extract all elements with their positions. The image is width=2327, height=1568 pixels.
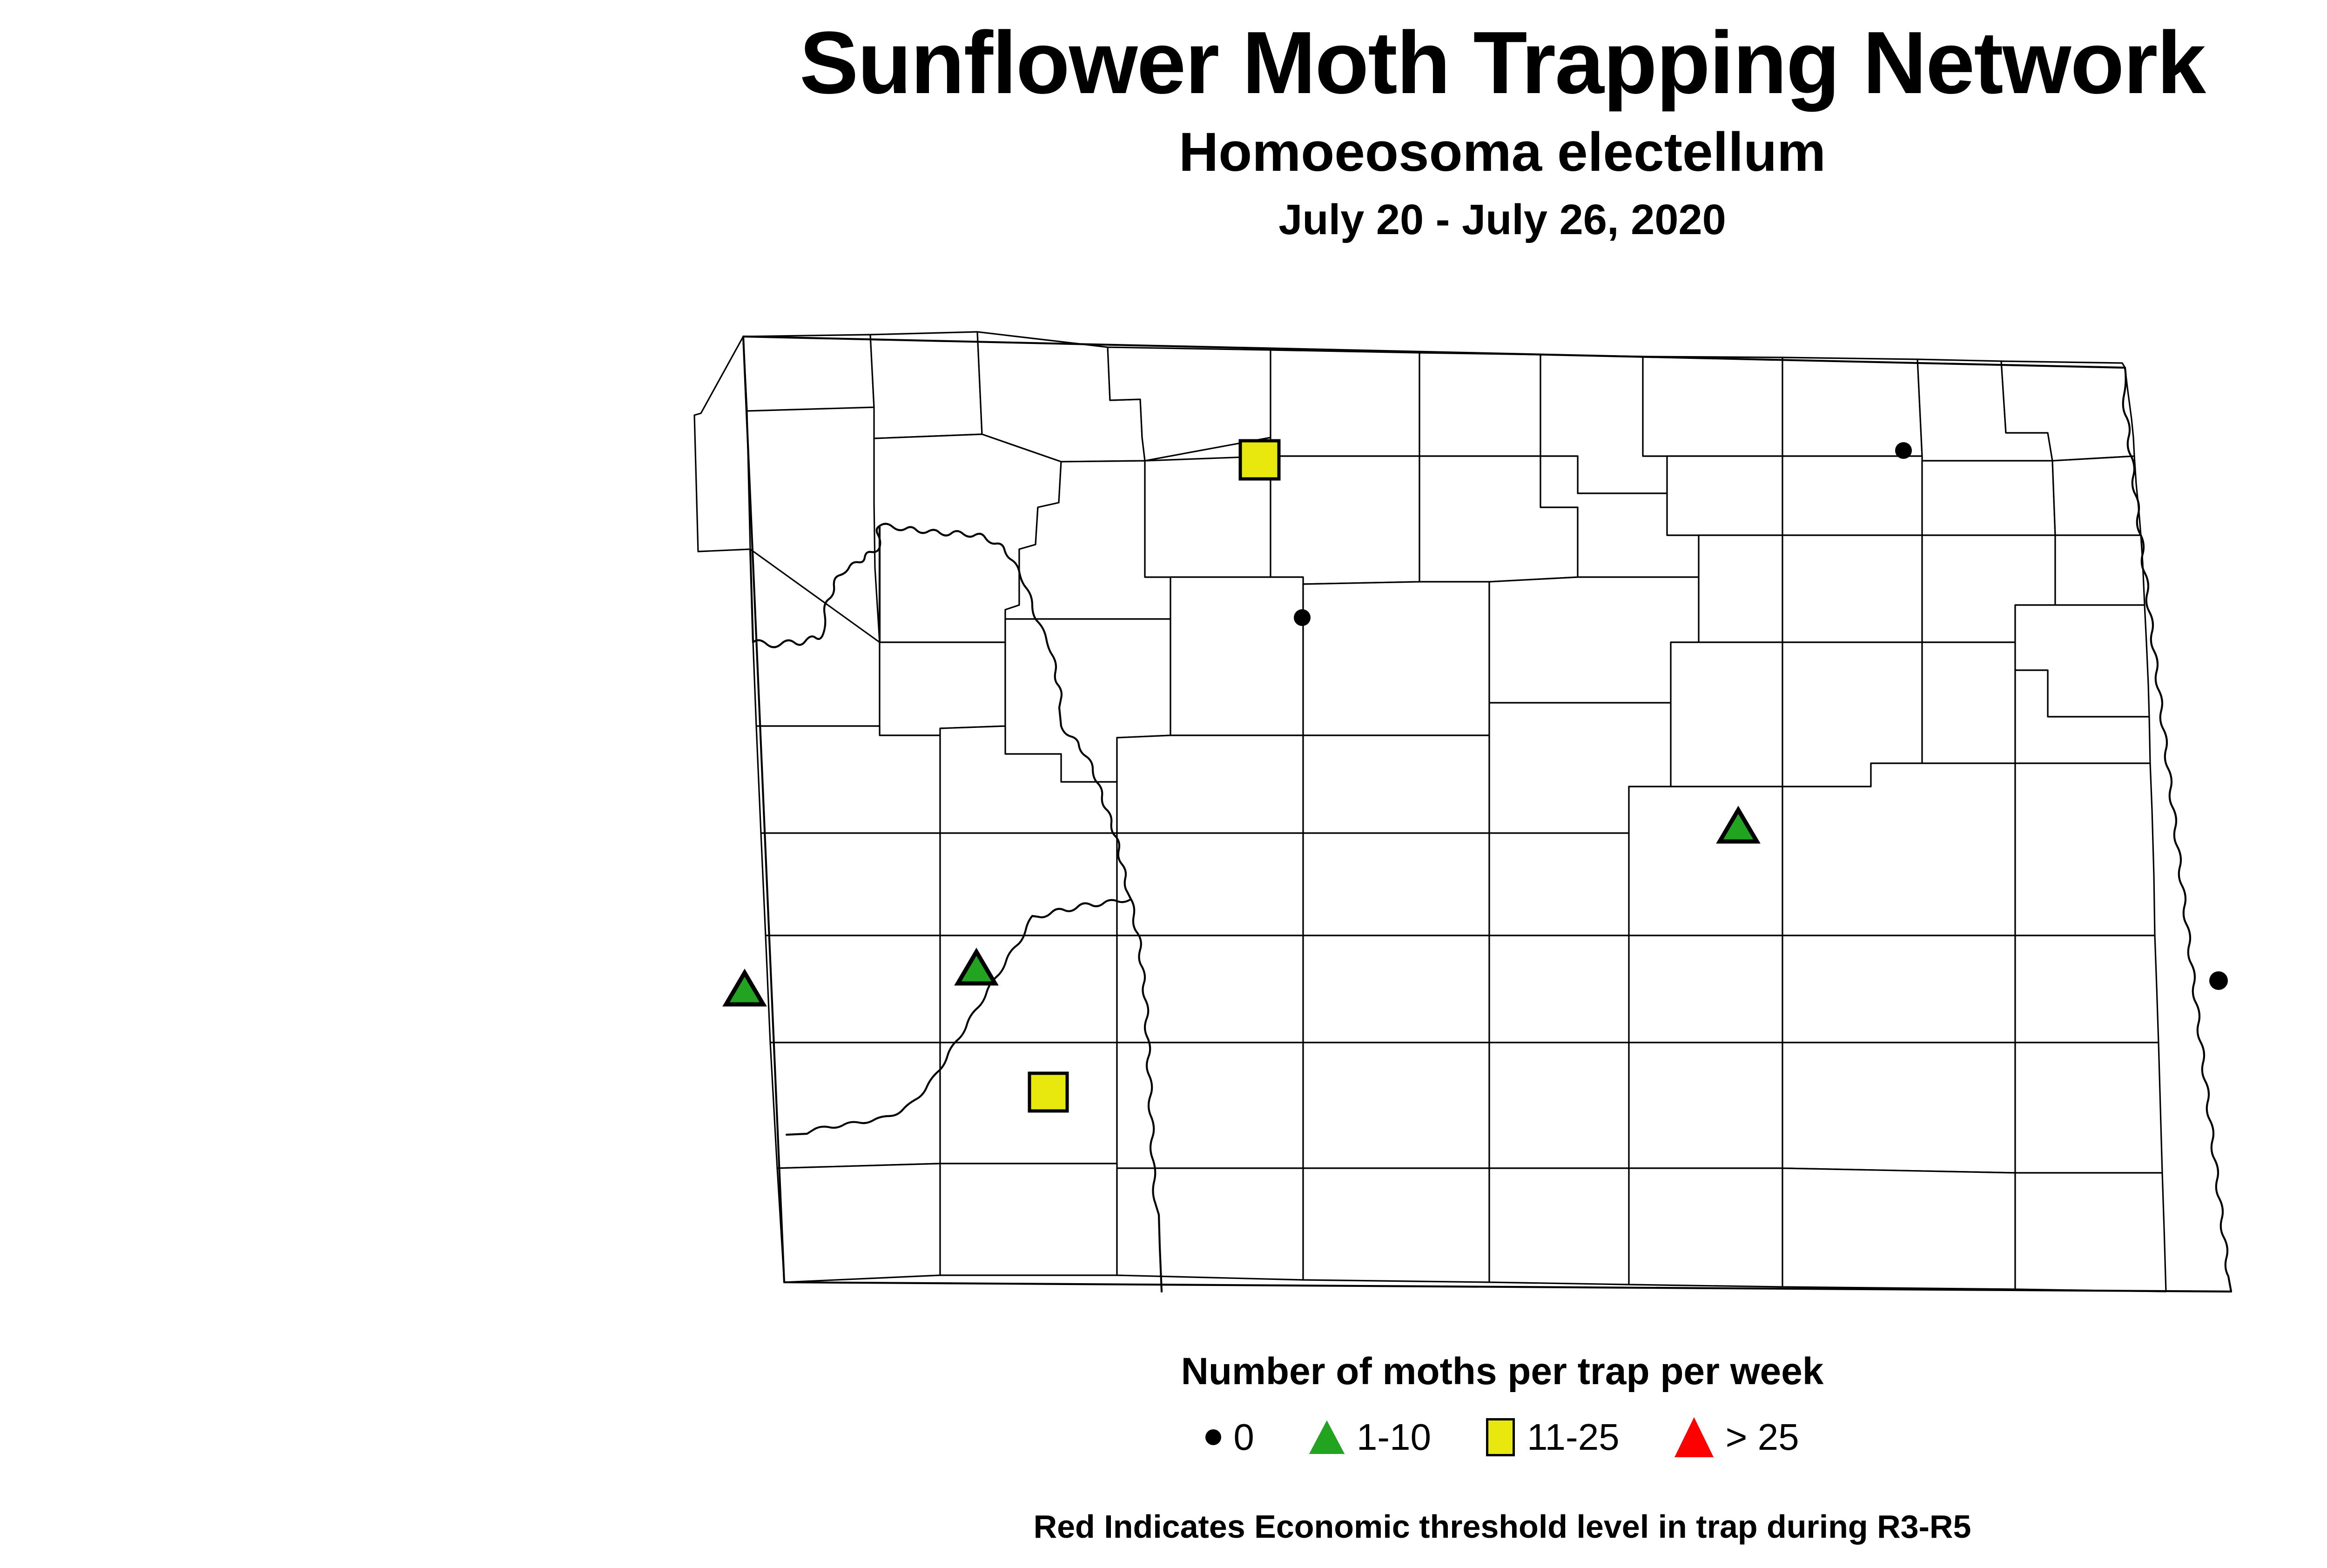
county [1303,735,1489,833]
county [1271,456,1419,584]
legend-label: > 25 [1725,1416,1799,1458]
county [870,332,982,438]
county [1922,642,2015,763]
county [1303,1043,1489,1168]
legend-item-zero: 0 [1205,1419,1254,1456]
county [1303,1168,1489,1282]
page-title: Sunflower Moth Trapping Network [799,13,2206,112]
county [1782,1168,2015,1289]
county [1117,1168,1303,1280]
county [1303,833,1489,935]
county [2052,456,2141,535]
county [880,642,1005,735]
county [2015,1043,2162,1173]
county [1782,535,1922,642]
county [777,1164,940,1282]
county [1922,461,2055,535]
map-svg [652,316,2233,1293]
state-outline-layer [742,335,2233,1293]
county [743,335,874,411]
nd-state-border [742,335,2233,1293]
trap-marker-triangle[interactable] [1716,806,1761,844]
county [1629,1043,1782,1168]
red-triangle-icon [1674,1417,1714,1457]
county [1671,642,1782,787]
title-block: Sunflower Moth Trapping Network Homoeoso… [0,19,2327,241]
county [1782,456,1922,535]
county [1629,787,1782,935]
county [1699,535,1782,642]
legend: 0 1-10 11-25 > 25 [0,1417,2327,1457]
dot-icon [1205,1429,1222,1445]
county [1782,1043,2015,1173]
date-range-label: July 20 - July 26, 2020 [1278,196,1726,243]
county [761,833,940,935]
county [1170,577,1303,735]
legend-item-low: 1-10 [1309,1419,1431,1456]
legend-item-high: > 25 [1674,1416,1799,1458]
county [1489,1043,1629,1168]
trap-marker-dot[interactable] [1895,442,1912,459]
county [1782,763,2015,935]
species-subtitle: Homoeosoma electellum [1178,121,1826,183]
county [1489,935,1629,1043]
legend-title: Number of moths per trap per week [1181,1350,1824,1393]
lake-sakakawea-shore [749,525,881,648]
missouri-tributary-south [785,898,1132,1136]
county [2001,361,2134,461]
county [1489,1168,1629,1285]
county [694,336,750,552]
county [1629,1168,1782,1287]
trap-marker-square[interactable] [1028,1071,1069,1113]
county [1489,577,1699,703]
missouri-river-upper [878,523,1063,727]
county [2015,1173,2166,1292]
county [1303,582,1489,735]
county [770,1043,940,1168]
county [940,1164,1117,1275]
legend-label: 1-10 [1356,1416,1431,1458]
legend-label: 0 [1233,1416,1254,1458]
county [766,935,940,1043]
county [1782,935,2015,1043]
county [940,726,1117,833]
county [756,726,940,833]
legend-item-medium: 11-25 [1486,1418,1620,1456]
county [1782,357,1922,456]
county-layer [694,332,2166,1292]
county [1271,350,1419,456]
north-dakota-map [652,316,2327,1350]
missouri-river-layer [749,523,1163,1293]
county [1117,1043,1303,1168]
yellow-square-icon [1486,1418,1515,1456]
trap-marker-triangle[interactable] [722,969,767,1007]
missouri-river-lower [1130,898,1163,1293]
county [1117,833,1303,935]
county [1117,735,1303,833]
trap-marker-triangle[interactable] [954,948,999,986]
county [2055,535,2145,605]
missouri-river-mid [1060,725,1132,901]
county [1489,833,1629,935]
county [2015,935,2159,1043]
county [1643,357,1782,456]
county [1667,456,1782,535]
trap-marker-dot[interactable] [1294,609,1311,626]
legend-label: 11-25 [1527,1416,1620,1458]
threshold-note: Red Indicates Economic threshold level i… [1033,1508,1971,1545]
county [1303,935,1489,1043]
county [2015,763,2155,935]
marker-layer [722,439,2228,1113]
trap-marker-square[interactable] [1238,439,1281,481]
green-triangle-icon [1309,1420,1345,1454]
county [1629,935,1782,1043]
trap-marker-dot[interactable] [2209,971,2228,990]
county [1419,353,1540,456]
